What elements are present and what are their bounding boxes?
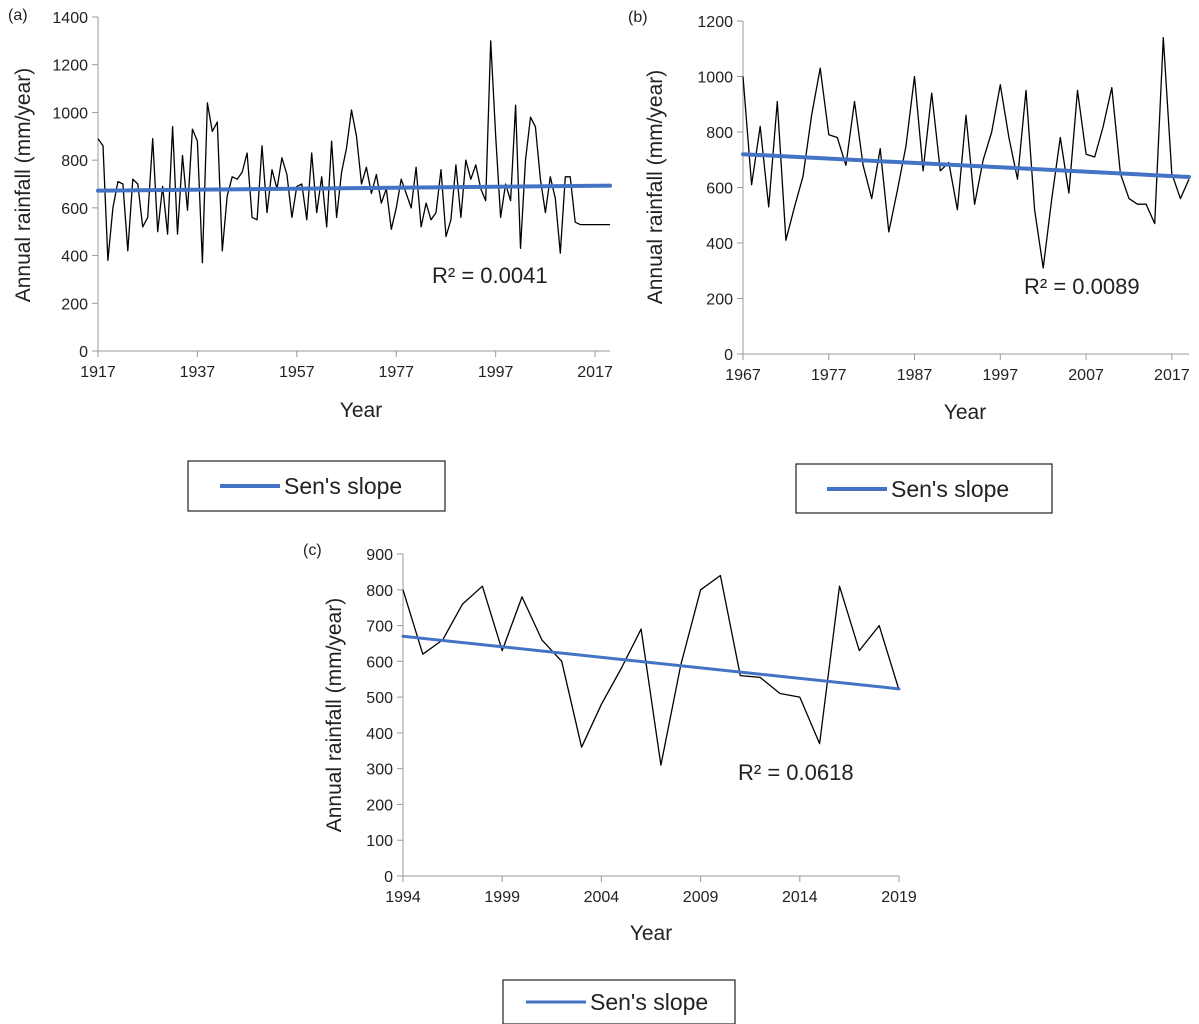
legend-box: Sen's slope [795,463,1053,514]
y-tick-label: 1000 [52,105,88,122]
x-tick-label: 1999 [484,889,520,906]
y-tick-label: 500 [366,690,393,707]
x-axis-title: Year [944,401,986,424]
y-axis-title: Annual rainfall (mm/year) [323,598,346,833]
panel-label: (a) [8,7,28,24]
x-tick-label: 2014 [782,889,818,906]
x-tick-label: 1994 [385,889,421,906]
r-squared-label: R² = 0.0618 [738,760,854,785]
y-tick-label: 200 [366,797,393,814]
y-tick-label: 200 [706,292,733,309]
legend-label: Sen's slope [590,989,708,1015]
legend-label: Sen's slope [891,476,1009,502]
y-tick-label: 400 [366,726,393,743]
y-tick-label: 0 [79,344,88,361]
y-tick-labels: 0 200 400 600 800 1000 1200 1400 [52,10,88,361]
panel-label: (c) [303,542,322,559]
x-tick-label: 2004 [584,889,620,906]
plot-axes [92,16,610,357]
y-axis-title: Annual rainfall (mm/year) [644,70,667,305]
rainfall-series-line [742,37,1190,269]
x-tick-label: 1917 [80,364,116,381]
r-squared-label: R² = 0.0041 [432,263,548,288]
y-tick-label: 1200 [52,58,88,75]
x-tick-labels: 1917 1937 1957 1977 1997 2017 [80,364,613,381]
y-tick-label: 400 [61,249,88,266]
y-tick-label: 800 [706,125,733,142]
y-tick-label: 600 [706,181,733,198]
y-tick-label: 800 [61,153,88,170]
y-tick-label: 300 [366,762,393,779]
y-tick-label: 1400 [52,10,88,27]
x-tick-labels: 1967 1977 1987 1997 2007 2017 [725,367,1190,384]
y-tick-label: 700 [366,619,393,636]
x-tick-labels: 1994 1999 2004 2009 2014 2019 [385,889,917,906]
y-tick-label: 600 [366,654,393,671]
panel-label: (b) [628,9,648,26]
x-tick-label: 1997 [983,367,1019,384]
sens-slope-trend-line [96,183,612,193]
legend-box: Sen's slope [187,460,446,512]
y-tick-label: 400 [706,236,733,253]
y-tick-label: 200 [61,296,88,313]
r-squared-label: R² = 0.0089 [1024,274,1140,299]
sens-slope-trend-line [401,634,901,691]
x-tick-label: 2009 [683,889,719,906]
x-tick-label: 2017 [577,364,613,381]
y-tick-label: 1200 [697,14,733,31]
y-tick-labels: 0 200 400 600 800 1000 1200 [697,14,733,364]
x-tick-label: 1987 [897,367,933,384]
legend-box: Sen's slope [502,979,736,1024]
x-tick-label: 1957 [279,364,315,381]
y-tick-labels: 0 100 200 300 400 500 600 700 800 900 [366,547,393,886]
legend-label: Sen's slope [284,473,402,499]
x-tick-label: 1977 [378,364,414,381]
sens-slope-trend-line [741,152,1191,179]
x-tick-label: 1997 [478,364,514,381]
rainfall-series-line [402,574,900,766]
plot-axes [397,553,900,882]
y-axis-title: Annual rainfall (mm/year) [12,68,35,303]
x-tick-label: 1977 [811,367,847,384]
y-tick-label: 900 [366,547,393,564]
x-tick-label: 1967 [725,367,761,384]
y-tick-label: 100 [366,833,393,850]
rainfall-series-line [97,40,610,264]
x-axis-title: Year [630,922,672,945]
y-tick-label: 1000 [697,70,733,87]
x-tick-label: 2017 [1154,367,1190,384]
y-tick-label: 0 [724,347,733,364]
y-tick-label: 600 [61,201,88,218]
x-tick-label: 1937 [180,364,216,381]
x-tick-label: 2019 [881,889,917,906]
x-tick-label: 2007 [1068,367,1104,384]
plot-axes [737,20,1189,360]
y-tick-label: 800 [366,583,393,600]
x-axis-title: Year [340,399,382,422]
y-tick-label: 0 [384,869,393,886]
